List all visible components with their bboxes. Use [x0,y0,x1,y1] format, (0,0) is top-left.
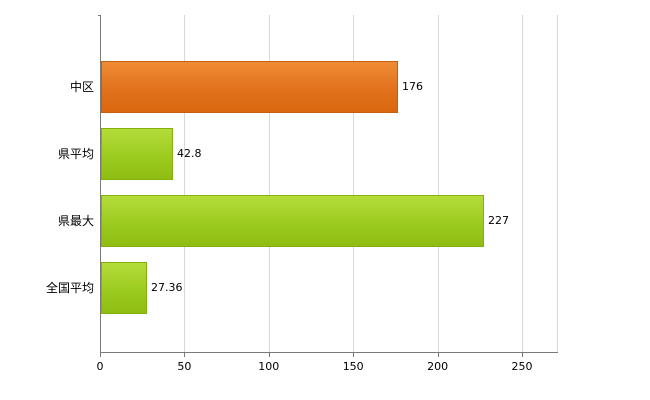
x-tick-label: 0 [96,360,104,373]
category-label: 全国平均 [45,281,94,295]
x-axis-tick-mark [353,353,355,357]
x-axis-tick-mark [184,353,186,357]
gridline [268,15,270,352]
category-label: 県最大 [57,214,94,228]
category-label: 県平均 [57,147,94,161]
x-axis-line [100,352,558,353]
x-axis-tick-mark [268,353,270,357]
bar-2 [101,195,484,247]
gridline [522,15,523,352]
value-label: 42.8 [177,147,202,160]
x-tick-label: 250 [511,360,533,373]
value-label: 227 [488,214,509,227]
y-axis-line [100,15,101,352]
gridline [437,15,439,352]
x-tick-label: 100 [258,360,280,373]
value-label: 176 [402,80,423,93]
x-tick-label: 50 [177,360,192,373]
x-axis-tick-mark [522,353,523,357]
bar-3 [101,262,147,314]
gridline [557,15,558,352]
x-axis-tick-mark [437,353,439,357]
bar-1 [101,128,173,180]
category-label: 中区 [69,80,94,94]
bar-0 [101,61,398,113]
y-axis-tick-mark [98,15,101,16]
x-tick-label: 200 [427,360,449,373]
x-axis-tick-mark [100,353,101,357]
value-label: 27.36 [151,281,183,294]
x-tick-label: 150 [342,360,364,373]
gridline [184,15,186,352]
gridline [353,15,355,352]
